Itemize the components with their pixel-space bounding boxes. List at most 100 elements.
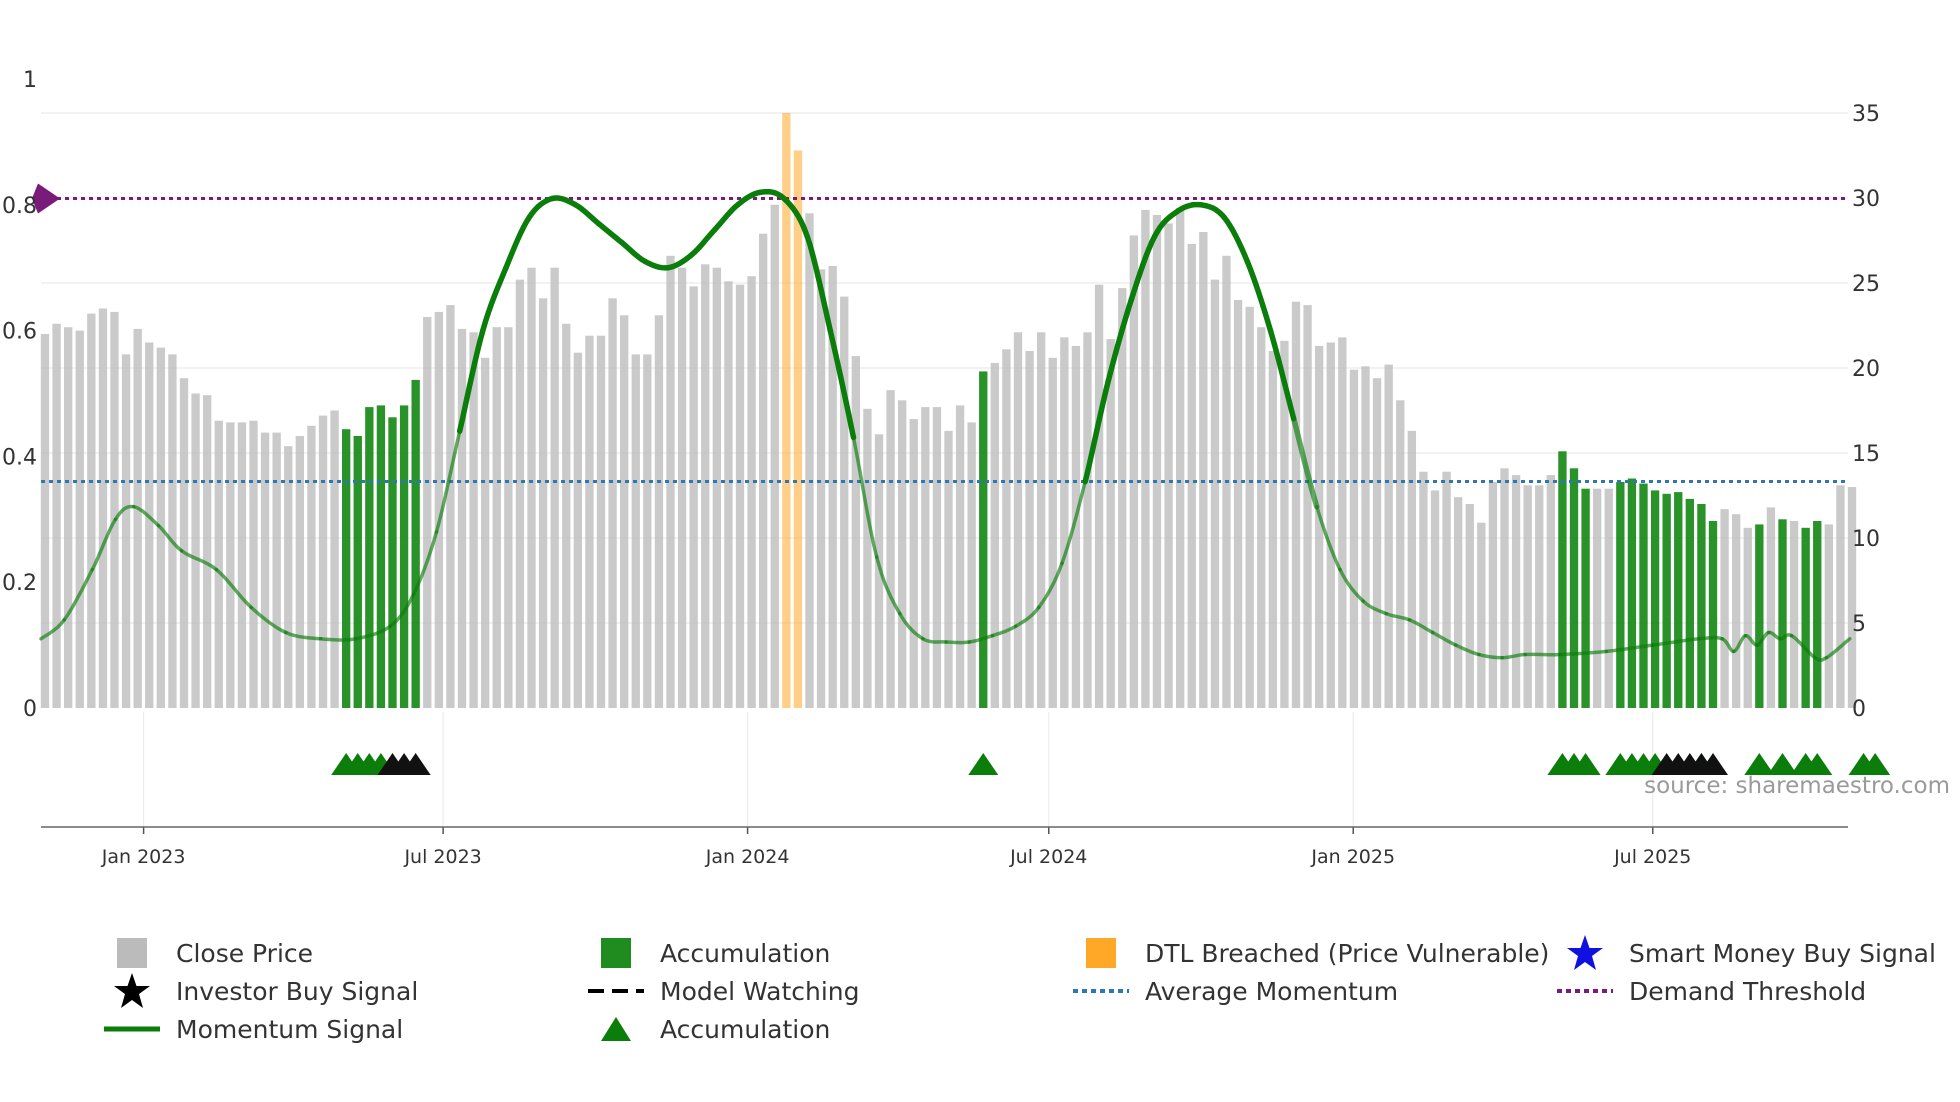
accumulation-bar (1697, 504, 1706, 708)
momentum-segment (39, 618, 66, 641)
close-price-bar (1233, 300, 1243, 708)
close-price-bar (202, 395, 212, 708)
close-price-bar (1847, 487, 1857, 708)
close-price-bar (1036, 332, 1046, 708)
momentum-segment (1477, 652, 1504, 660)
momentum-segment (179, 549, 219, 572)
close-price-bar (1407, 430, 1417, 708)
momentum-segment (156, 523, 184, 553)
close-price-bar (121, 354, 131, 708)
close-price-bar (1836, 485, 1845, 708)
momentum-segment (284, 630, 323, 641)
close-price-bar (619, 315, 629, 708)
close-price-bar (585, 335, 594, 708)
close-price-bar (446, 305, 455, 708)
close-price-bar (1453, 497, 1463, 708)
x-axis-tick: Jan 2024 (705, 846, 790, 868)
close-price-bar (1338, 337, 1347, 708)
momentum-segment (1151, 208, 1181, 240)
close-price-bar (990, 362, 1000, 708)
source-label: source: sharemaestro.com (1644, 773, 1950, 799)
momentum-segment (1755, 630, 1771, 647)
momentum-segment (851, 435, 879, 559)
close-price-bar (712, 267, 722, 708)
close-price-bar (747, 276, 756, 708)
close-price-bar (758, 233, 768, 708)
momentum-segment (898, 611, 925, 641)
momentum-segment (1720, 637, 1736, 654)
close-price-bar (1477, 522, 1486, 708)
x-axis-tick: Jan 2025 (1310, 846, 1395, 868)
close-price-bar (87, 313, 96, 708)
momentum-segment (1290, 415, 1320, 510)
momentum-segment (921, 637, 948, 644)
momentum-segment (1813, 655, 1829, 662)
accumulation-bar (1685, 498, 1695, 708)
close-price-bar (226, 422, 235, 708)
momentum-segment (1361, 599, 1389, 616)
close-price-bar (1384, 364, 1393, 708)
momentum-segment (874, 555, 902, 616)
close-price-bar (1789, 521, 1799, 708)
close-price-bar (1604, 488, 1613, 708)
momentum-segment (249, 605, 288, 635)
momentum-segment (1454, 643, 1481, 657)
close-price-bar (295, 436, 305, 708)
close-price-bar (1535, 485, 1544, 708)
price-bars (40, 113, 1857, 709)
momentum-segment (1384, 611, 1412, 622)
momentum-segment (619, 239, 648, 265)
left-axis-tick: 1 (23, 68, 37, 93)
momentum-segment (214, 567, 253, 610)
momentum-segment (1500, 652, 1528, 660)
close-price-bar (307, 425, 316, 708)
momentum-segment (1650, 637, 1701, 647)
chart-axes: 0 5 10 15 20 25 30 35 0 0.2 0.4 0.6 0.8 1 Jan 2023 Jul … (2, 68, 1880, 868)
x-axis-tick: Jul 2024 (1009, 846, 1087, 868)
momentum-segment (1732, 633, 1748, 654)
close-price-bar (677, 267, 687, 708)
close-price-bar (504, 327, 513, 708)
accumulation-bar (376, 405, 386, 708)
close-price-bar (1083, 332, 1092, 708)
close-price-bar (1500, 468, 1509, 708)
accumulation-bar (411, 379, 420, 708)
close-price-bar (921, 407, 930, 708)
close-price-bar (689, 286, 698, 708)
close-price-bar (1303, 305, 1312, 708)
left-axis-tick: 0.2 (2, 571, 37, 596)
close-price-bar (1291, 301, 1301, 708)
close-price-bar (538, 298, 548, 708)
momentum-segment (1338, 567, 1365, 603)
accumulation-bar (1569, 468, 1579, 708)
momentum-segment (1778, 633, 1794, 641)
right-axis-tick: 30 (1852, 187, 1880, 212)
close-price-bar (631, 354, 640, 708)
accumulation-bar (353, 436, 362, 708)
momentum-segment (1824, 637, 1852, 660)
close-price-bar (967, 422, 976, 708)
close-price-bar (1187, 243, 1196, 708)
close-price-bar (1118, 288, 1127, 708)
accumulation-bar (388, 417, 397, 708)
close-price-bar (1025, 351, 1034, 708)
momentum-segment (1198, 202, 1227, 221)
momentum-segment (665, 252, 695, 271)
accumulation-bar (399, 405, 409, 708)
right-axis-tick: 15 (1852, 442, 1880, 467)
momentum-segment (758, 188, 787, 202)
close-price-bar (249, 420, 258, 708)
momentum-segment (1175, 201, 1204, 214)
right-axis-tick: 25 (1852, 272, 1880, 297)
accumulation-bar (1558, 451, 1567, 708)
momentum-segment (804, 233, 834, 334)
close-price-bar (1430, 490, 1440, 708)
x-axis-tick: Jan 2023 (101, 846, 186, 868)
close-price-bar (666, 255, 675, 709)
close-price-bar (828, 266, 837, 708)
accumulation-marker (968, 753, 999, 775)
momentum-segment (1766, 630, 1782, 641)
right-axis-tick: 35 (1852, 102, 1880, 127)
accumulation-bar (1662, 493, 1671, 708)
dtl-breached-bar (782, 113, 791, 708)
